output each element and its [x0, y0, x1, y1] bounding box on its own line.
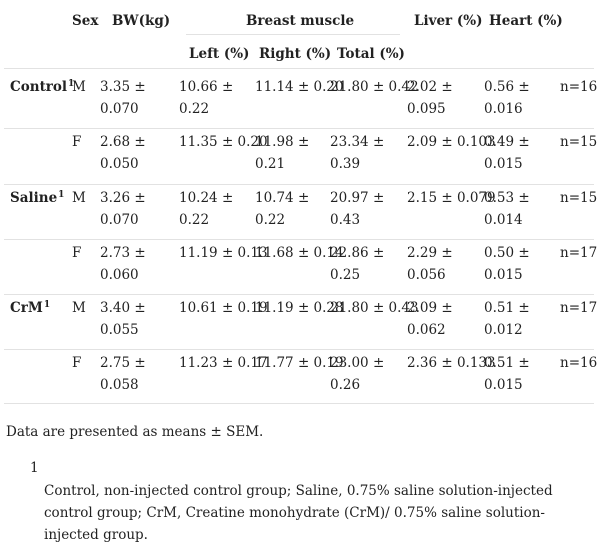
footnote-marker: 1	[30, 460, 39, 476]
cell-bw: 3.35 ±	[100, 79, 146, 95]
cell-sex: F	[72, 245, 82, 261]
cell-right: 11.77 ± 0.19	[255, 355, 344, 371]
group-label-crm: CrM1	[10, 300, 51, 316]
header-liver: Liver (%)	[414, 13, 483, 29]
cell-bw: 2.75 ±	[100, 355, 146, 371]
cell-left: 11.35 ± 0.20	[179, 134, 268, 150]
cell-sex: F	[72, 134, 82, 150]
cell-heart: 0.014	[484, 212, 523, 228]
cell-right: 11.98 ±	[255, 134, 310, 150]
cell-left: 0.22	[179, 101, 210, 117]
cell-bw: 0.060	[100, 267, 139, 283]
cell-total: 0.25	[330, 267, 361, 283]
cell-right: 0.22	[255, 212, 286, 228]
cell-n: n=17	[560, 300, 598, 316]
cell-bw: 0.050	[100, 156, 139, 172]
cell-liver: 2.15 ± 0.079	[407, 190, 496, 206]
cell-bw: 3.26 ±	[100, 190, 146, 206]
cell-bw: 3.40 ±	[100, 300, 146, 316]
cell-right: 11.19 ± 0.28	[255, 300, 344, 316]
cell-total: 0.26	[330, 377, 361, 393]
header-right: Right (%)	[259, 46, 332, 62]
cell-total: 23.00 ±	[330, 355, 385, 371]
cell-liver: 2.36 ± 0.133	[407, 355, 496, 371]
cell-right: 11.68 ± 0.14	[255, 245, 344, 261]
cell-bw: 2.68 ±	[100, 134, 146, 150]
cell-heart: 0.56 ±	[484, 79, 530, 95]
cell-total: 21.80 ± 0.42	[330, 79, 419, 95]
cell-left: 10.61 ± 0.19	[179, 300, 268, 316]
cell-bw: 0.070	[100, 101, 139, 117]
cell-bw: 2.73 ±	[100, 245, 146, 261]
cell-liver: 2.09 ±	[407, 300, 453, 316]
cell-right: 0.21	[255, 156, 286, 172]
cell-liver: 0.056	[407, 267, 446, 283]
row-divider	[4, 239, 594, 240]
header-bw: BW(kg)	[112, 13, 171, 29]
cell-right: 11.14 ± 0.20	[255, 79, 344, 95]
cell-left: 10.24 ±	[179, 190, 234, 206]
cell-left: 10.66 ±	[179, 79, 234, 95]
cell-right: 10.74 ±	[255, 190, 310, 206]
row-divider	[4, 403, 594, 404]
header-divider	[4, 68, 594, 69]
cell-total: 22.86 ±	[330, 245, 385, 261]
footnote-text: Control, non-injected control group; Sal…	[44, 483, 553, 543]
row-divider	[4, 128, 594, 129]
cell-liver: 2.09 ± 0.103	[407, 134, 496, 150]
cell-heart: 0.012	[484, 322, 523, 338]
cell-liver: 0.062	[407, 322, 446, 338]
cell-total: 23.34 ±	[330, 134, 385, 150]
cell-total: 21.80 ± 0.43	[330, 300, 419, 316]
cell-total: 0.43	[330, 212, 361, 228]
header-left: Left (%)	[189, 46, 250, 62]
group-label-saline: Saline1	[10, 190, 65, 206]
row-divider	[4, 349, 594, 350]
cell-n: n=16	[560, 79, 598, 95]
cell-sex: M	[72, 300, 86, 316]
breast-muscle-rule	[186, 34, 400, 35]
cell-heart: 0.49 ±	[484, 134, 530, 150]
cell-liver: 2.02 ±	[407, 79, 453, 95]
cell-heart: 0.51 ±	[484, 300, 530, 316]
cell-heart: 0.53 ±	[484, 190, 530, 206]
cell-heart: 0.51 ±	[484, 355, 530, 371]
data-note: Data are presented as means ± SEM.	[6, 424, 264, 440]
header-total: Total (%)	[337, 46, 405, 62]
row-divider	[4, 294, 594, 295]
group-label-control: Control1	[10, 79, 75, 95]
cell-left: 11.19 ± 0.13	[179, 245, 268, 261]
cell-n: n=15	[560, 134, 598, 150]
cell-heart: 0.015	[484, 156, 523, 172]
cell-left: 11.23 ± 0.17	[179, 355, 268, 371]
cell-bw: 0.058	[100, 377, 139, 393]
cell-heart: 0.50 ±	[484, 245, 530, 261]
header-sex: Sex	[72, 13, 99, 29]
cell-sex: M	[72, 79, 86, 95]
row-divider	[4, 184, 594, 185]
cell-liver: 2.29 ±	[407, 245, 453, 261]
cell-total: 0.39	[330, 156, 361, 172]
cell-sex: F	[72, 355, 82, 371]
cell-n: n=17	[560, 245, 598, 261]
cell-total: 20.97 ±	[330, 190, 385, 206]
cell-n: n=15	[560, 190, 598, 206]
cell-liver: 0.095	[407, 101, 446, 117]
cell-left: 0.22	[179, 212, 210, 228]
cell-heart: 0.016	[484, 101, 523, 117]
cell-n: n=16	[560, 355, 598, 371]
cell-bw: 0.070	[100, 212, 139, 228]
cell-bw: 0.055	[100, 322, 139, 338]
cell-sex: M	[72, 190, 86, 206]
header-heart: Heart (%)	[489, 13, 563, 29]
cell-heart: 0.015	[484, 377, 523, 393]
header-breast-muscle: Breast muscle	[246, 13, 355, 29]
cell-heart: 0.015	[484, 267, 523, 283]
